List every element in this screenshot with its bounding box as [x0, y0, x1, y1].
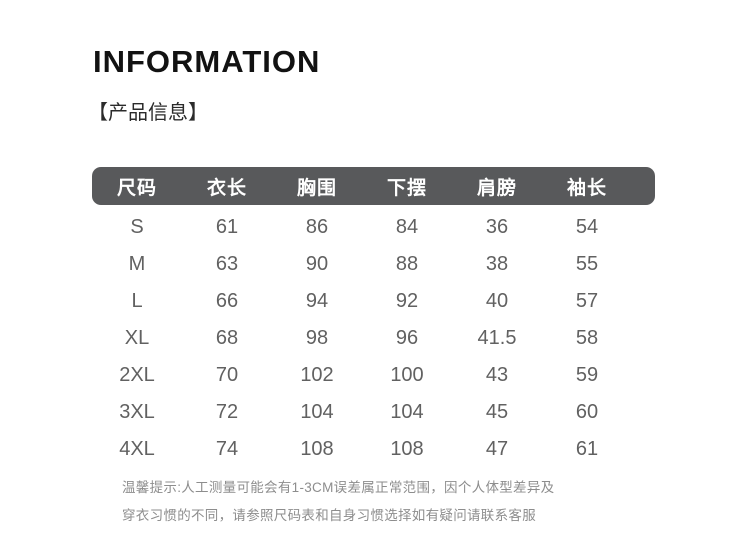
column-header-sleeve: 袖长	[566, 177, 607, 199]
table-cell: 61	[575, 438, 599, 460]
size-table-body: S 61 86 84 36 54 M 63 90 88 38 55 L 66 9…	[92, 209, 655, 468]
footer-note: 温馨提示:人工测量可能会有1-3CM误差属正常范围，因个人体型差异及 穿衣习惯的…	[122, 474, 622, 530]
column-header-hem: 下摆	[386, 177, 427, 199]
column-header-shoulder: 肩膀	[476, 177, 517, 199]
size-cell: 4XL	[119, 438, 155, 460]
table-cell: 70	[215, 364, 239, 386]
table-cell: 66	[215, 290, 239, 312]
table-cell: 88	[395, 253, 419, 275]
table-cell: 98	[305, 327, 329, 349]
table-cell: 108	[300, 438, 334, 460]
table-cell: 104	[300, 401, 334, 423]
table-row: S 61 86 84 36 54	[92, 209, 655, 246]
size-cell: M	[128, 253, 146, 275]
table-cell: 94	[305, 290, 329, 312]
column-header-length: 衣长	[206, 177, 247, 199]
table-cell: 86	[305, 216, 329, 238]
table-cell: 108	[390, 438, 424, 460]
table-cell: 92	[395, 290, 419, 312]
table-cell: 43	[485, 364, 509, 386]
table-cell: 40	[485, 290, 509, 312]
table-cell: 72	[215, 401, 239, 423]
table-cell: 58	[575, 327, 599, 349]
table-cell: 90	[305, 253, 329, 275]
table-row: L 66 94 92 40 57	[92, 283, 655, 320]
table-row: M 63 90 88 38 55	[92, 246, 655, 283]
table-row: 4XL 74 108 108 47 61	[92, 431, 655, 468]
table-cell: 47	[485, 438, 509, 460]
table-cell: 96	[395, 327, 419, 349]
table-cell: 74	[215, 438, 239, 460]
column-header-bust: 胸围	[296, 177, 337, 199]
table-cell: 36	[485, 216, 509, 238]
size-cell: S	[130, 216, 144, 238]
table-row: 2XL 70 102 100 43 59	[92, 357, 655, 394]
table-cell: 104	[390, 401, 424, 423]
table-cell: 55	[575, 253, 599, 275]
size-table: 尺码 衣长 胸围 下摆 肩膀 袖长 S 61 86 84 36 54 M 63 …	[92, 167, 655, 468]
table-row: XL 68 98 96 41.5 58	[92, 320, 655, 357]
table-cell: 54	[575, 216, 599, 238]
footer-note-line2: 穿衣习惯的不同，请参照尺码表和自身习惯选择如有疑问请联系客服	[122, 508, 536, 523]
size-table-header-bar: 尺码 衣长 胸围 下摆 肩膀 袖长	[92, 167, 655, 205]
table-cell: 57	[575, 290, 599, 312]
size-cell: 2XL	[119, 364, 155, 386]
table-cell: 68	[215, 327, 239, 349]
table-row: 3XL 72 104 104 45 60	[92, 394, 655, 431]
footer-note-line1: 温馨提示:人工测量可能会有1-3CM误差属正常范围，因个人体型差异及	[122, 480, 555, 495]
page-title: INFORMATION	[93, 44, 321, 79]
table-cell: 59	[575, 364, 599, 386]
table-cell: 100	[390, 364, 424, 386]
size-cell: XL	[124, 327, 150, 349]
table-cell: 45	[485, 401, 509, 423]
column-header-size: 尺码	[116, 177, 157, 199]
table-cell: 63	[215, 253, 239, 275]
table-cell: 38	[485, 253, 509, 275]
table-cell: 102	[300, 364, 334, 386]
size-cell: L	[131, 290, 143, 312]
section-label: 【产品信息】	[88, 102, 208, 124]
size-cell: 3XL	[119, 401, 155, 423]
table-cell: 61	[215, 216, 239, 238]
table-cell: 84	[395, 216, 419, 238]
table-cell: 60	[575, 401, 599, 423]
table-cell: 41.5	[477, 327, 517, 349]
